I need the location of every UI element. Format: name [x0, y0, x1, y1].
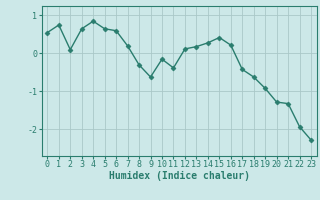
X-axis label: Humidex (Indice chaleur): Humidex (Indice chaleur) — [109, 171, 250, 181]
